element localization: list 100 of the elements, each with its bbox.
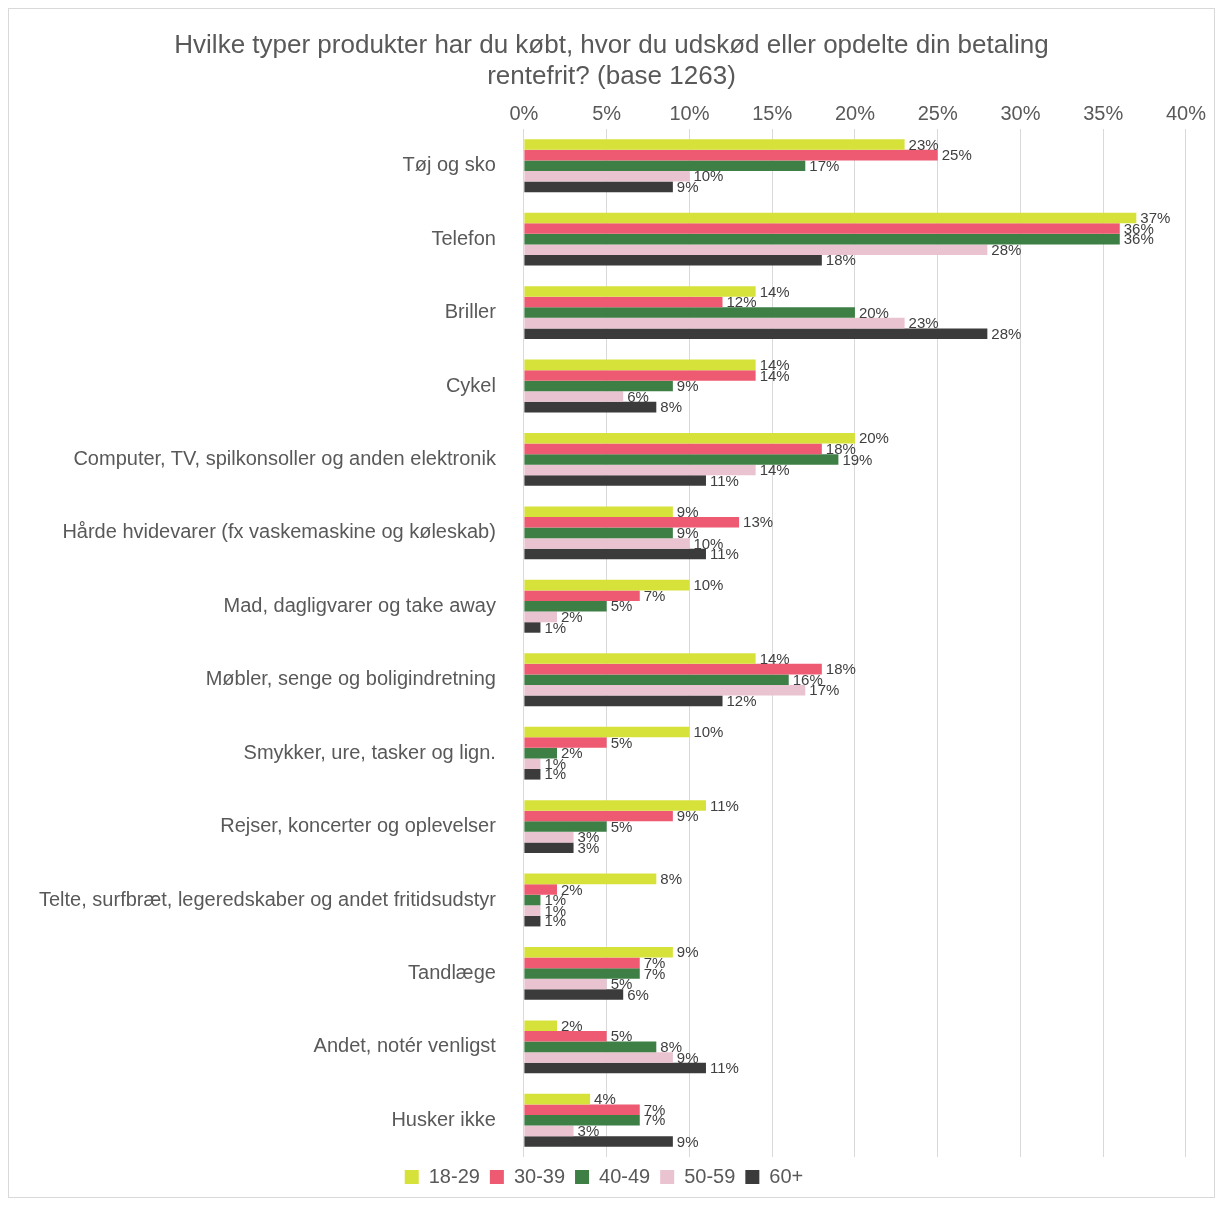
data-label: 13% — [743, 513, 774, 531]
y-tick-label: Andet, notér venligst — [313, 1034, 497, 1057]
bar — [524, 1052, 673, 1063]
data-label: 9% — [676, 807, 699, 825]
data-label: 10% — [693, 576, 724, 594]
data-label: 9% — [676, 1132, 699, 1150]
bar — [524, 601, 607, 612]
data-label: 28% — [991, 240, 1022, 258]
data-label: 7% — [643, 586, 666, 604]
y-tick-label: Tandlæge — [408, 960, 496, 983]
y-tick-label: Computer, TV, spilkonsoller og anden elektronik — [73, 446, 497, 469]
bar — [524, 674, 789, 685]
bar — [524, 328, 988, 340]
bar — [524, 747, 557, 759]
bar — [524, 527, 673, 539]
bar — [524, 506, 673, 517]
x-tick-label: 15% — [752, 101, 793, 124]
bar — [524, 223, 1120, 234]
bar — [524, 884, 557, 895]
data-label: 3% — [577, 1122, 600, 1139]
bar — [524, 915, 541, 927]
data-label: 23% — [908, 135, 939, 153]
bar — [524, 726, 690, 738]
bar — [524, 149, 938, 161]
data-label: 12% — [726, 692, 757, 709]
data-label: 20% — [858, 429, 889, 447]
bar — [524, 212, 1137, 224]
data-label: 6% — [627, 387, 649, 405]
x-tick-label: 0% — [509, 101, 539, 124]
y-tick-label: Mad, dagligvarer og take away — [223, 593, 496, 616]
bar — [524, 548, 706, 560]
bar — [524, 821, 607, 832]
bar — [524, 810, 673, 822]
bar — [524, 139, 905, 150]
y-tick-label: Møbler, senge og boligindretning — [205, 667, 496, 690]
bar — [524, 663, 822, 675]
bar — [524, 758, 541, 769]
x-tick-label: 20% — [834, 101, 876, 124]
bar — [524, 957, 640, 969]
data-label: 14% — [759, 282, 790, 300]
data-label: 14% — [759, 649, 790, 667]
bar — [524, 464, 756, 476]
data-label: 10% — [693, 723, 724, 741]
x-tick-label: 10% — [669, 101, 710, 124]
bar — [524, 1115, 640, 1126]
bar — [524, 1104, 640, 1115]
bar — [524, 946, 673, 958]
bar — [524, 611, 557, 623]
y-tick-label: Telefon — [431, 226, 496, 249]
y-tick-label: Telte, surfbræt, legeredskaber og andet fritidsudstyr — [38, 887, 497, 910]
x-tick-label: 40% — [1165, 101, 1207, 124]
bar — [524, 579, 690, 591]
legend-label: 18-29 — [428, 1164, 480, 1187]
data-label: 14% — [759, 461, 790, 479]
data-label: 9% — [676, 502, 699, 520]
data-label: 2% — [561, 1016, 583, 1034]
bar — [524, 443, 822, 455]
data-label: 18% — [825, 251, 856, 269]
x-tick-label: 5% — [592, 101, 622, 124]
x-tick-label: 30% — [1000, 101, 1041, 124]
bar — [524, 359, 756, 371]
bar — [524, 380, 673, 392]
data-label: 5% — [610, 1027, 633, 1045]
bar — [524, 370, 756, 381]
bar — [524, 432, 855, 444]
bar — [524, 1093, 591, 1105]
legend-label: 40-49 — [599, 1164, 651, 1187]
bar — [524, 1031, 607, 1042]
bar — [524, 769, 541, 780]
y-tick-label: Hårde hvidevarer (fx vaskemaskine og køleskab) — [62, 520, 496, 543]
bar — [524, 181, 673, 193]
data-label: 20% — [858, 303, 889, 321]
y-tick-label: Tøj og sko — [402, 153, 496, 176]
y-tick-label: Rejser, koncerter og oplevelser — [220, 814, 497, 837]
bar — [524, 296, 723, 308]
bar — [524, 160, 806, 171]
bar — [524, 401, 657, 413]
bar — [524, 1041, 657, 1053]
data-label: 11% — [709, 1059, 739, 1077]
chart-title: Hvilke typer produkter har du købt, hvor du udskød eller opdelte din betaling rentefrit? (base 1263) — [173, 28, 1050, 92]
bar — [524, 233, 1120, 245]
bar — [524, 475, 706, 486]
data-label: 11% — [709, 471, 739, 489]
bar — [524, 1020, 557, 1031]
bar — [524, 800, 706, 811]
data-label: 9% — [676, 943, 699, 961]
bar — [524, 873, 657, 885]
data-label: 12% — [726, 293, 757, 311]
bar — [524, 538, 690, 549]
bar — [524, 1125, 574, 1137]
legend-label: 30-39 — [513, 1164, 566, 1187]
y-tick-label: Briller — [444, 300, 497, 323]
legend-label: 60+ — [769, 1164, 804, 1187]
bar — [524, 454, 839, 465]
bar — [524, 171, 690, 182]
data-label: 5% — [610, 817, 633, 835]
bar — [524, 842, 574, 854]
legend-label: 50-59 — [684, 1164, 736, 1187]
bar — [524, 653, 756, 664]
x-tick-label: 25% — [917, 101, 958, 124]
